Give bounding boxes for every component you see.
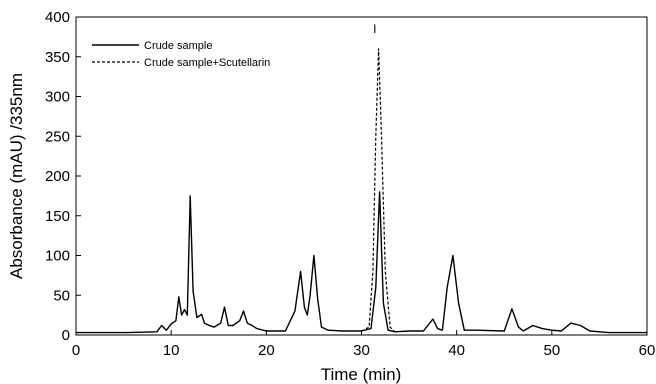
y-axis-title: Absorbance (mAU) /335nm — [7, 73, 26, 279]
series-layer — [76, 48, 647, 334]
x-tick-label: 50 — [543, 342, 560, 359]
y-tick-label: 250 — [45, 128, 70, 145]
ticks-layer: 0 10 20 30 40 50 60 0 50 100 150 200 250 300 350 400 — [45, 9, 655, 359]
x-tick-label: 60 — [639, 342, 656, 359]
series-line-crude-sample-scutellarin — [361, 48, 396, 333]
y-tick-label: 100 — [45, 248, 70, 265]
y-tick-label: 300 — [45, 89, 70, 106]
y-tick-label: 50 — [53, 287, 70, 304]
x-tick-label: 40 — [448, 342, 465, 359]
y-tick-label: 150 — [45, 208, 70, 225]
x-axis-title: Time (min) — [321, 365, 402, 384]
legend-label-crude-sample-scutellarin: Crude sample+Scutellarin — [144, 57, 270, 69]
x-tick-label: 10 — [163, 342, 180, 359]
y-tick-label: 0 — [62, 327, 70, 344]
x-tick-label: 20 — [258, 342, 275, 359]
legend: Crude sample Crude sample+Scutellarin — [92, 40, 270, 69]
y-tick-label: 200 — [45, 168, 70, 185]
x-tick-label: 0 — [72, 342, 80, 359]
x-tick-label: 30 — [353, 342, 370, 359]
legend-label-crude-sample: Crude sample — [144, 40, 212, 52]
series-line-crude-sample — [76, 191, 647, 334]
peak-annotation: I — [373, 22, 376, 36]
y-tick-label: 350 — [45, 49, 70, 66]
y-tick-label: 400 — [45, 9, 70, 26]
